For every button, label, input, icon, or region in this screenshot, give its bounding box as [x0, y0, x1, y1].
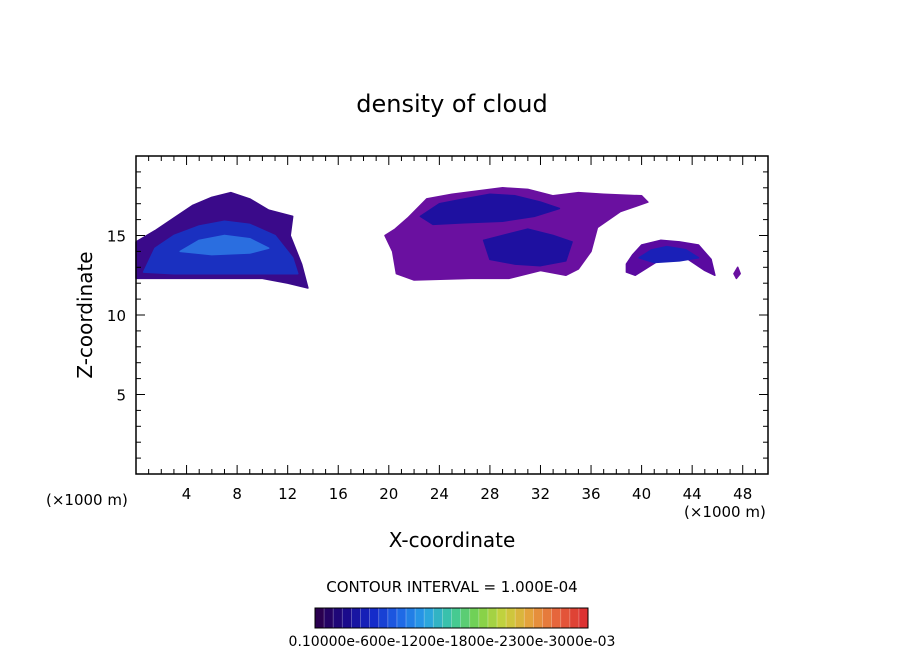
- x-tick-label: 12: [278, 485, 297, 503]
- x-tick-label: 36: [581, 485, 600, 503]
- chart-title: density of cloud: [356, 90, 547, 118]
- colorbar-cell: [406, 608, 416, 628]
- colorbar-cell: [324, 608, 334, 628]
- colorbar-cell: [478, 608, 489, 628]
- colorbar-cell: [415, 608, 425, 628]
- colorbar-cell: [433, 608, 443, 628]
- cloud-region-8: [733, 266, 741, 280]
- colorbar-frame: [314, 607, 589, 629]
- colorbar-cell: [315, 608, 325, 628]
- y-tick-label: 15: [107, 228, 126, 246]
- x-tick-label: 20: [379, 485, 398, 503]
- colorbar-cell: [469, 608, 480, 628]
- colorbar-cell: [515, 608, 525, 628]
- y-tick-label: 5: [116, 387, 126, 405]
- x-axis-label: X-coordinate: [389, 528, 516, 552]
- x-tick-label: 16: [329, 485, 348, 503]
- x-tick-label: 40: [632, 485, 651, 503]
- colorbar-cell: [487, 608, 498, 628]
- colorbar-cell: [542, 608, 553, 628]
- colorbar-cell: [333, 608, 343, 628]
- colorbar-cell: [551, 608, 562, 628]
- cloud-region-4: [419, 193, 561, 226]
- colorbar-cell: [578, 608, 589, 628]
- colorbar-cell: [497, 608, 507, 628]
- x-unit-label: (×1000 m): [684, 503, 766, 521]
- y-unit-label: (×1000 m): [46, 491, 128, 509]
- colorbar-cell: [524, 608, 534, 628]
- x-tick-label: 8: [232, 485, 242, 503]
- colorbar-cell: [460, 608, 471, 628]
- x-tick-label: 48: [733, 485, 752, 503]
- contour-interval-label: CONTOUR INTERVAL = 1.000E-04: [326, 578, 577, 596]
- colorbar-cell: [442, 608, 452, 628]
- cloud-region-7: [638, 245, 700, 264]
- cloud-regions: [135, 187, 741, 289]
- x-tick-label: 24: [430, 485, 449, 503]
- colorbar-cell: [451, 608, 462, 628]
- x-tick-label: 32: [531, 485, 550, 503]
- x-tick-label: 44: [683, 485, 702, 503]
- colorbar-cell: [369, 608, 380, 628]
- colorbar-cell: [533, 608, 543, 628]
- x-tick-label: 28: [480, 485, 499, 503]
- colorbar-cell: [396, 608, 407, 628]
- colorbar-cell: [506, 608, 516, 628]
- colorbar-cell: [360, 608, 371, 628]
- colorbar-cell: [351, 608, 361, 628]
- cloud-region-2: [179, 234, 270, 256]
- x-tick-label: 4: [182, 485, 192, 503]
- colorbar-labels: 0.10000e-600e-1200e-1800e-2300e-3000e-03: [289, 634, 616, 650]
- colorbar-cell: [387, 608, 398, 628]
- colorbar-cell: [560, 608, 571, 628]
- colorbar-cell: [342, 608, 352, 628]
- colorbar-cell: [569, 608, 580, 628]
- cloud-region-5: [482, 228, 573, 267]
- colorbar-cell: [378, 608, 389, 628]
- x-tick-labels: 4 8 12 16 20 24 28 32 36 40 44 48: [182, 485, 752, 503]
- colorbar: [314, 607, 589, 629]
- y-axis-label: Z-coordinate: [73, 251, 97, 378]
- axis-ticks: [136, 156, 768, 474]
- colorbar-cell: [424, 608, 434, 628]
- y-tick-labels: 5 10 15: [107, 228, 126, 405]
- y-tick-label: 10: [107, 307, 126, 325]
